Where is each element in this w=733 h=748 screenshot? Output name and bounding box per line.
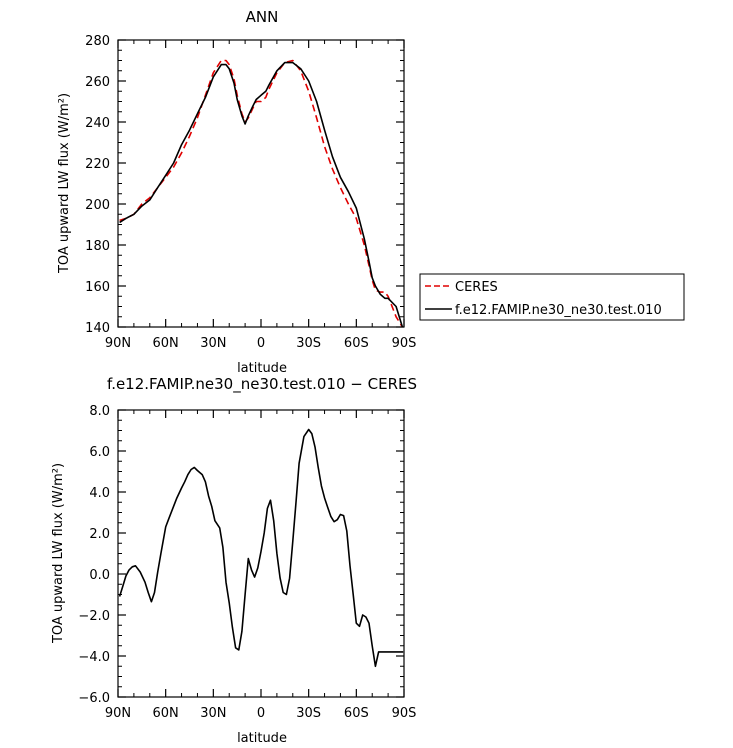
top-series-line-ceres <box>119 59 404 327</box>
top-y-tick-label: 240 <box>85 116 110 131</box>
bottom-x-axis-title: latitude <box>237 731 287 746</box>
bottom-y-axis-title: TOA upward LW flux (W/m²) <box>51 463 66 644</box>
bottom-x-tick-label: 0 <box>257 706 265 721</box>
bottom-y-tick-label: −4.0 <box>78 650 110 665</box>
top-x-tick-label: 60N <box>153 336 179 351</box>
bottom-series-line-difference <box>118 428 404 668</box>
top-y-tick-label: 200 <box>85 198 110 213</box>
top-series-lines <box>119 59 404 327</box>
bottom-y-tick-label: 8.0 <box>89 404 110 419</box>
top-chart-title: ANN <box>246 8 279 26</box>
bottom-chart-title: f.e12.FAMIP.ne30_ne30.test.010 − CERES <box>107 375 417 394</box>
legend-label-ceres: CERES <box>455 280 498 295</box>
top-y-axis-title: TOA upward LW flux (W/m²) <box>57 93 72 274</box>
bottom-y-tick-label: −6.0 <box>78 691 110 706</box>
bottom-x-tick-label: 90S <box>392 706 417 721</box>
bottom-x-tick-label: 30N <box>200 706 226 721</box>
top-x-tick-label: 30N <box>200 336 226 351</box>
bottom-ticks: 90N 60N 30N 0 30S 60S 90S −6.0 −4.0 −2.0 0.0 2.0 4.0… <box>78 404 416 721</box>
top-x-tick-label: 90N <box>105 336 131 351</box>
top-y-tick-label: 280 <box>85 34 110 49</box>
bottom-x-tick-label: 90N <box>105 706 131 721</box>
top-y-tick-label: 160 <box>85 280 110 295</box>
bottom-y-tick-label: 0.0 <box>89 568 110 583</box>
top-x-tick-label: 0 <box>257 336 265 351</box>
top-x-tick-label: 30S <box>296 336 321 351</box>
bottom-y-tick-label: 4.0 <box>89 486 110 501</box>
top-y-tick-label: 260 <box>85 75 110 90</box>
top-panel: ANN 90N 60N 30N 0 30S 60S 90S 140 160 180 200 220 24… <box>57 8 416 376</box>
legend-box <box>419 273 685 321</box>
bottom-x-tick-label: 60N <box>153 706 179 721</box>
legend-label-model: f.e12.FAMIP.ne30_ne30.test.010 <box>455 303 662 318</box>
bottom-y-tick-label: 2.0 <box>89 527 110 542</box>
top-x-axis-title: latitude <box>237 361 287 376</box>
top-y-tick-label: 140 <box>85 321 110 336</box>
top-series-line-model <box>119 61 404 327</box>
top-ticks: 90N 60N 30N 0 30S 60S 90S 140 160 180 200 220 240 260… <box>85 34 416 351</box>
top-x-tick-label: 60S <box>344 336 369 351</box>
top-y-tick-label: 180 <box>85 239 110 254</box>
bottom-y-tick-label: 6.0 <box>89 445 110 460</box>
bottom-series-lines <box>118 428 404 668</box>
top-y-tick-label: 220 <box>85 157 110 172</box>
legend: CERES f.e12.FAMIP.ne30_ne30.test.010 <box>419 273 685 321</box>
bottom-y-tick-label: −2.0 <box>78 609 110 624</box>
top-x-tick-label: 90S <box>392 336 417 351</box>
bottom-panel: f.e12.FAMIP.ne30_ne30.test.010 − CERES 9… <box>51 375 417 746</box>
bottom-x-tick-label: 30S <box>296 706 321 721</box>
bottom-x-tick-label: 60S <box>344 706 369 721</box>
